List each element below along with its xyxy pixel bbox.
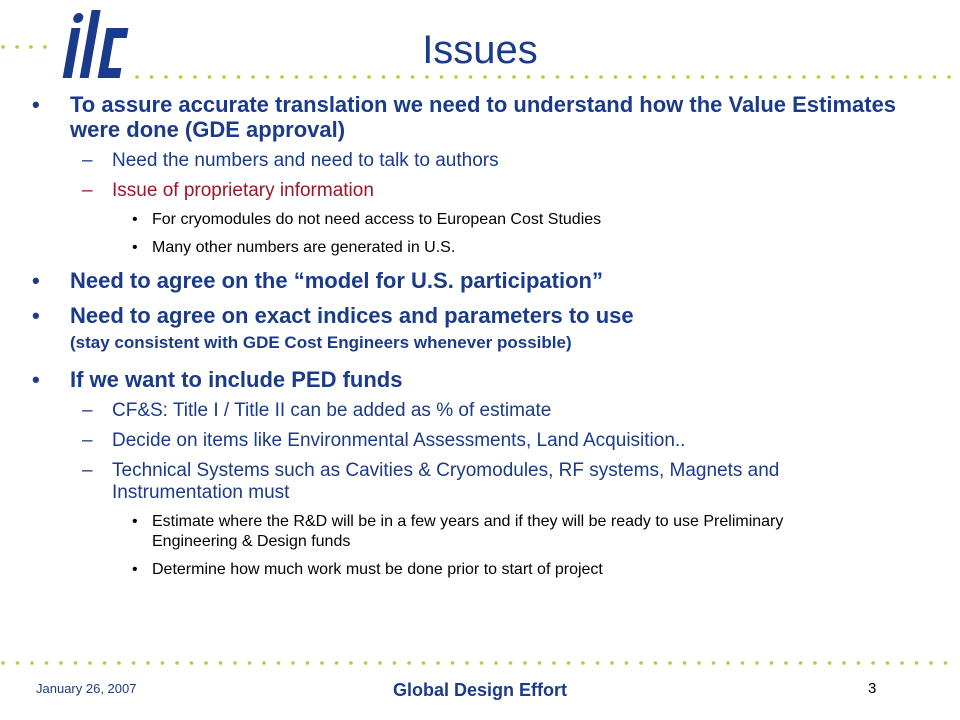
sub-bullet-cfs: CF&S: Title I / Title II can be added as…: [32, 400, 932, 422]
detail-us-numbers: Many other numbers are generated in U.S.: [32, 238, 932, 258]
indices-note: (stay consistent with GDE Cost Engineers…: [70, 333, 572, 352]
bullet-indices: Need to agree on exact indices and param…: [32, 303, 932, 355]
footer-date: January 26, 2007: [36, 681, 137, 696]
bullet-model: Need to agree on the “model for U.S. par…: [32, 268, 932, 293]
dotted-line-top-right: [135, 75, 951, 79]
dotted-line-bottom: [1, 661, 948, 665]
dotted-line-top-left: [1, 45, 47, 49]
slide-title: Issues: [422, 28, 538, 72]
ilc-logo: [62, 10, 129, 78]
bullet-ped-funds: If we want to include PED funds: [32, 367, 932, 392]
sub-bullet-environmental: Decide on items like Environmental Asses…: [32, 430, 932, 452]
detail-cryomodules: For cryomodules do not need access to Eu…: [32, 210, 932, 230]
page-number: 3: [868, 680, 877, 697]
sub-bullet-numbers: Need the numbers and need to talk to aut…: [32, 150, 932, 172]
sub-bullet-technical-systems: Technical Systems such as Cavities & Cry…: [32, 460, 862, 504]
sub-bullet-proprietary: Issue of proprietary information: [32, 180, 932, 202]
bullet-translation: To assure accurate translation we need t…: [32, 92, 932, 142]
detail-work-prior: Determine how much work must be done pri…: [32, 560, 932, 580]
detail-rd-estimate: Estimate where the R&D will be in a few …: [32, 512, 842, 552]
footer-organization: Global Design Effort: [392, 680, 567, 700]
slide-body: To assure accurate translation we need t…: [32, 88, 932, 580]
